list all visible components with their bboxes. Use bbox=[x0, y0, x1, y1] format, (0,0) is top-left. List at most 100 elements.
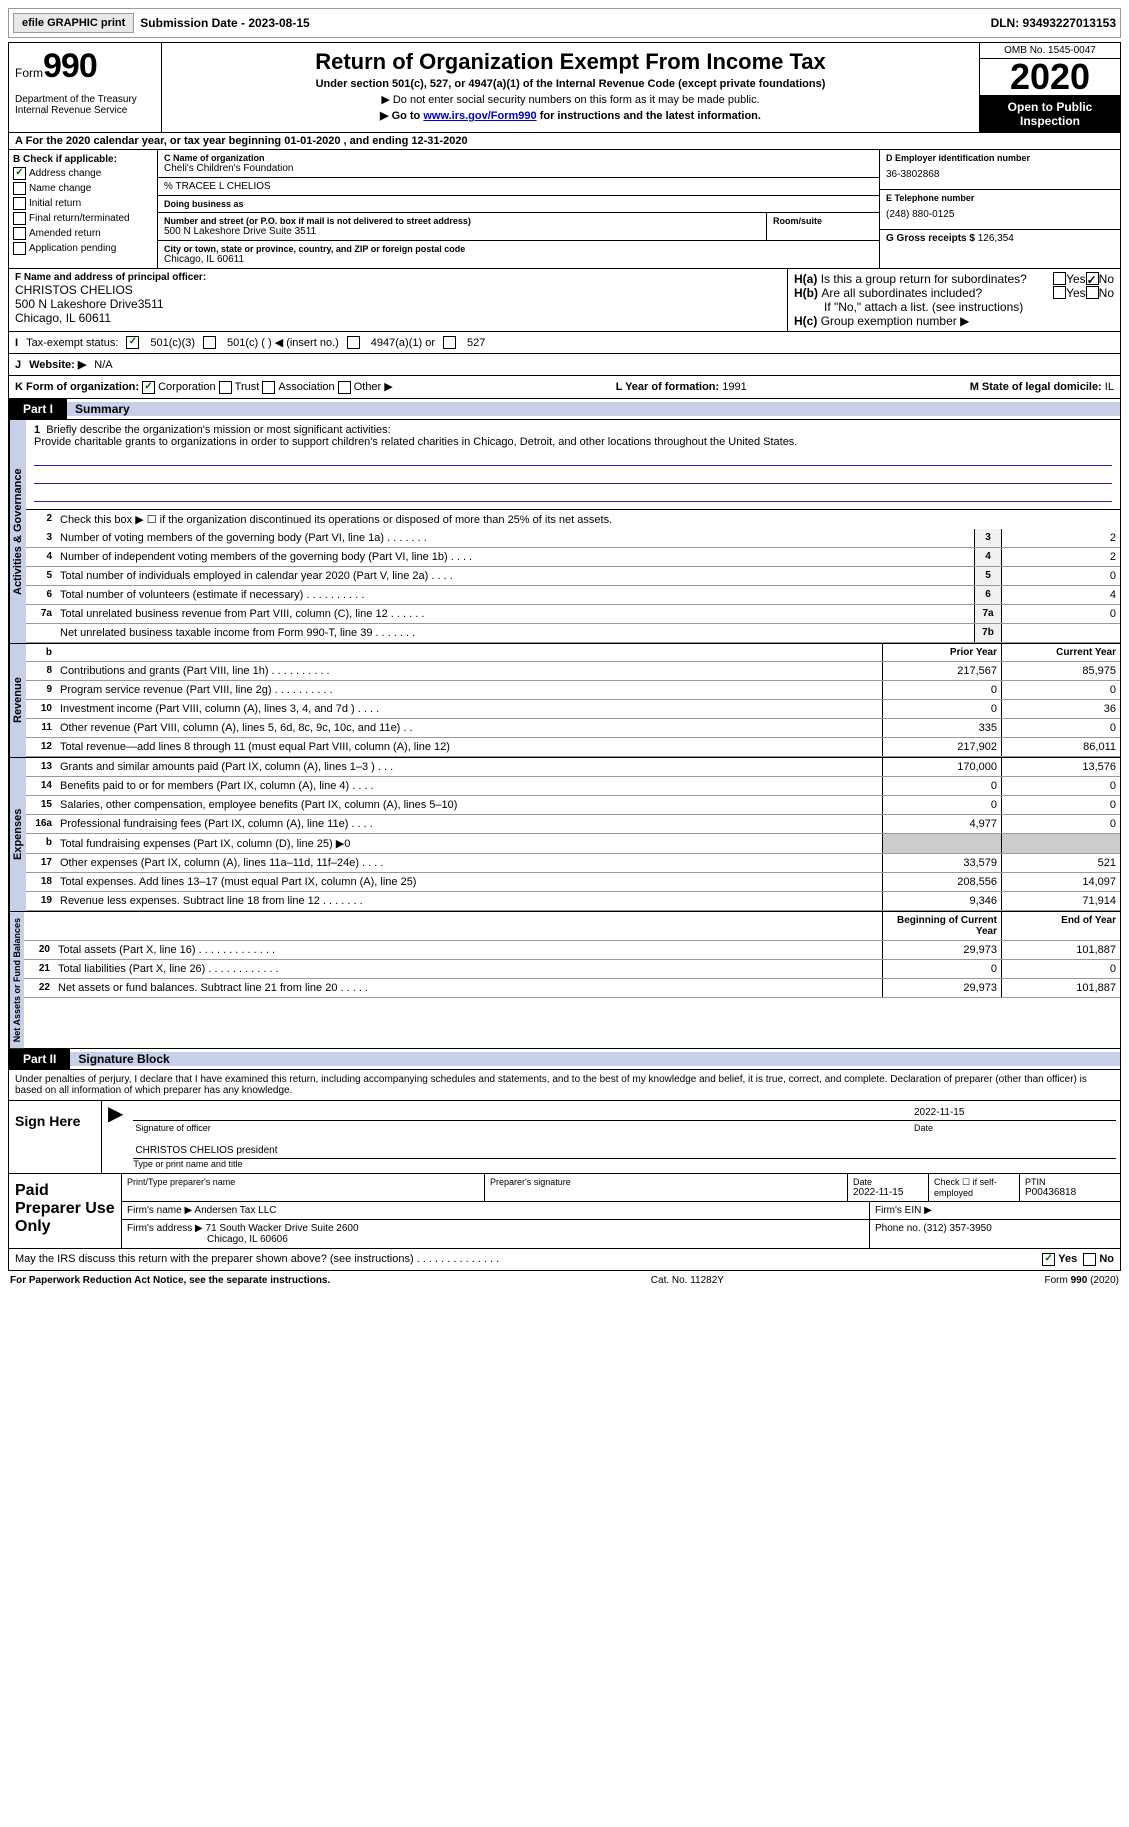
paid-label: Paid Preparer Use Only bbox=[9, 1174, 122, 1248]
summary-line: 18Total expenses. Add lines 13–17 (must … bbox=[26, 873, 1120, 892]
city-label: City or town, state or province, country… bbox=[164, 244, 873, 254]
city-value: Chicago, IL 60611 bbox=[164, 254, 873, 265]
firm-phone: (312) 357-3950 bbox=[923, 1223, 991, 1234]
revenue-section: Revenue bPrior YearCurrent Year 8Contrib… bbox=[8, 644, 1121, 758]
cat-number: Cat. No. 11282Y bbox=[651, 1275, 724, 1286]
officer-signature-name: CHRISTOS CHELIOS president bbox=[135, 1145, 1114, 1156]
summary-line: 13Grants and similar amounts paid (Part … bbox=[26, 758, 1120, 777]
discuss-row: May the IRS discuss this return with the… bbox=[8, 1249, 1121, 1271]
chk-trust[interactable] bbox=[219, 381, 232, 394]
top-bar: efile GRAPHIC print Submission Date - 20… bbox=[8, 8, 1121, 38]
summary-line: 22Net assets or fund balances. Subtract … bbox=[24, 979, 1120, 998]
box-b: B Check if applicable: Address change Na… bbox=[9, 150, 158, 268]
summary-line: 9Program service revenue (Part VIII, lin… bbox=[26, 681, 1120, 700]
dba-label: Doing business as bbox=[164, 199, 873, 209]
part2-title: Signature Block bbox=[70, 1052, 1120, 1066]
sign-here-label: Sign Here bbox=[9, 1101, 102, 1173]
dln: DLN: 93493227013153 bbox=[991, 16, 1116, 30]
officer-name: CHRISTOS CHELIOS bbox=[15, 283, 781, 297]
firm-name: Andersen Tax LLC bbox=[194, 1205, 276, 1216]
chk-initial[interactable] bbox=[13, 197, 26, 210]
vert-governance: Activities & Governance bbox=[9, 420, 26, 643]
chk-assoc[interactable] bbox=[262, 381, 275, 394]
efile-print-button[interactable]: efile GRAPHIC print bbox=[13, 13, 134, 33]
summary-line: 15Salaries, other compensation, employee… bbox=[26, 796, 1120, 815]
tax-exempt-row: I Tax-exempt status: 501(c)(3) 501(c) ( … bbox=[8, 332, 1121, 354]
form-title: Return of Organization Exempt From Incom… bbox=[170, 49, 971, 75]
vert-net-assets: Net Assets or Fund Balances bbox=[9, 912, 24, 1048]
part2-label: Part II bbox=[9, 1049, 70, 1069]
addr-label: Number and street (or P.O. box if mail i… bbox=[164, 216, 760, 226]
summary-line: 21Total liabilities (Part X, line 26) . … bbox=[24, 960, 1120, 979]
paid-preparer-block: Paid Preparer Use Only Print/Type prepar… bbox=[8, 1174, 1121, 1249]
vert-expenses: Expenses bbox=[9, 758, 26, 911]
firm-addr: 71 South Wacker Drive Suite 2600 bbox=[206, 1223, 359, 1234]
k-row: K Form of organization: Corporation Trus… bbox=[8, 376, 1121, 399]
penalty-statement: Under penalties of perjury, I declare th… bbox=[8, 1070, 1121, 1101]
ha-yes[interactable] bbox=[1053, 272, 1066, 285]
part1-header: Part I Summary bbox=[8, 399, 1121, 420]
chk-name-change[interactable] bbox=[13, 182, 26, 195]
chk-app-pending[interactable] bbox=[13, 242, 26, 255]
officer-row: F Name and address of principal officer:… bbox=[8, 269, 1121, 332]
ptin-value: P00436818 bbox=[1025, 1187, 1115, 1198]
form-label: Form bbox=[15, 66, 43, 80]
box-d: D Employer identification number 36-3802… bbox=[879, 150, 1120, 268]
department: Department of the Treasury Internal Reve… bbox=[15, 94, 155, 116]
org-name: Cheli's Children's Foundation bbox=[164, 163, 873, 174]
form-identifier: Form 990 Department of the Treasury Inte… bbox=[9, 43, 162, 132]
part1-title: Summary bbox=[67, 402, 1120, 416]
entity-grid: B Check if applicable: Address change Na… bbox=[8, 150, 1121, 269]
chk-final[interactable] bbox=[13, 212, 26, 225]
note-ssn: ▶ Do not enter social security numbers o… bbox=[170, 93, 971, 106]
sign-here-block: Sign Here ▶ 2022-11-15 Signature of offi… bbox=[8, 1101, 1121, 1174]
ha-no[interactable] bbox=[1086, 272, 1099, 285]
summary-line: 7aTotal unrelated business revenue from … bbox=[26, 605, 1120, 624]
summary-line: 12Total revenue—add lines 8 through 11 (… bbox=[26, 738, 1120, 757]
room-label: Room/suite bbox=[773, 216, 873, 226]
firm-city: Chicago, IL 60606 bbox=[127, 1234, 288, 1245]
sign-date: 2022-11-15 bbox=[914, 1107, 1114, 1118]
net-assets-section: Net Assets or Fund Balances Beginning of… bbox=[8, 912, 1121, 1049]
summary-line: 4Number of independent voting members of… bbox=[26, 548, 1120, 567]
chk-501c3[interactable] bbox=[126, 336, 139, 349]
chk-addr-change[interactable] bbox=[13, 167, 26, 180]
arrow-icon: ▶ bbox=[102, 1101, 129, 1173]
street-address: 500 N Lakeshore Drive Suite 3511 bbox=[164, 226, 760, 237]
hb-yes[interactable] bbox=[1053, 286, 1066, 299]
mission-blank-line bbox=[34, 469, 1112, 484]
irs-link[interactable]: www.irs.gov/Form990 bbox=[423, 110, 536, 122]
form-header: Form 990 Department of the Treasury Inte… bbox=[8, 42, 1121, 133]
governance-section: Activities & Governance 1 Briefly descri… bbox=[8, 420, 1121, 644]
discuss-yes[interactable] bbox=[1042, 1253, 1055, 1266]
summary-line: 14Benefits paid to or for members (Part … bbox=[26, 777, 1120, 796]
year-box: OMB No. 1545-0047 2020 Open to Public In… bbox=[979, 43, 1120, 132]
pra-notice: For Paperwork Reduction Act Notice, see … bbox=[10, 1275, 330, 1286]
hb-no[interactable] bbox=[1086, 286, 1099, 299]
summary-line: 16aProfessional fundraising fees (Part I… bbox=[26, 815, 1120, 834]
page-footer: For Paperwork Reduction Act Notice, see … bbox=[8, 1271, 1121, 1290]
summary-line: 17Other expenses (Part IX, column (A), l… bbox=[26, 854, 1120, 873]
chk-4947[interactable] bbox=[347, 336, 360, 349]
chk-501c[interactable] bbox=[203, 336, 216, 349]
vert-revenue: Revenue bbox=[9, 644, 26, 757]
title-box: Return of Organization Exempt From Incom… bbox=[162, 43, 979, 132]
chk-527[interactable] bbox=[443, 336, 456, 349]
chk-other[interactable] bbox=[338, 381, 351, 394]
domicile-state: IL bbox=[1105, 381, 1114, 393]
mission-blank-line bbox=[34, 487, 1112, 502]
website-value: N/A bbox=[94, 359, 112, 371]
summary-line: 6Total number of volunteers (estimate if… bbox=[26, 586, 1120, 605]
tax-year: 2020 bbox=[980, 59, 1120, 96]
summary-line: 5Total number of individuals employed in… bbox=[26, 567, 1120, 586]
ein-value: 36-3802868 bbox=[886, 163, 1114, 186]
chk-amended[interactable] bbox=[13, 227, 26, 240]
formation-year: 1991 bbox=[722, 381, 746, 393]
summary-line: 11Other revenue (Part VIII, column (A), … bbox=[26, 719, 1120, 738]
discuss-no[interactable] bbox=[1083, 1253, 1096, 1266]
org-name-label: C Name of organization bbox=[164, 153, 873, 163]
submission-date: Submission Date - 2023-08-15 bbox=[140, 16, 309, 30]
chk-corp[interactable] bbox=[142, 381, 155, 394]
self-emp-check: Check ☐ if self-employed bbox=[929, 1174, 1020, 1201]
officer-addr: 500 N Lakeshore Drive3511 bbox=[15, 297, 781, 311]
